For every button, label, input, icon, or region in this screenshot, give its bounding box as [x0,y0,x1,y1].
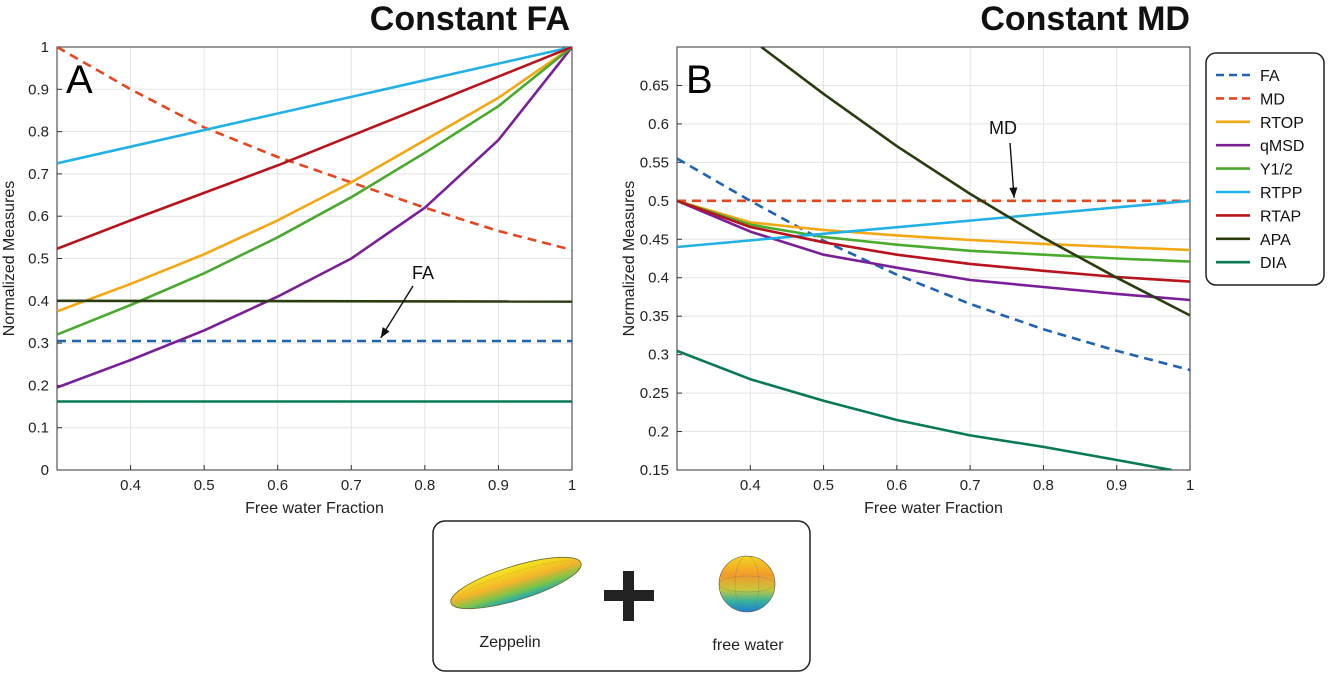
y-tick-label: 0.2 [648,424,669,441]
legend-label: RTOP [1260,115,1304,132]
y-tick-label: 0 [41,462,49,479]
legend-label: RTAP [1260,208,1301,225]
legend-item-apa: APA [1216,232,1291,249]
series-line-apa [57,299,572,303]
annotation: MD [989,118,1018,198]
series-line-rtpp [677,199,1190,249]
zeppelin-label: Zeppelin [479,634,540,651]
annotation-arrow-head [1009,187,1018,198]
x-tick-label: 0.6 [267,477,288,494]
series-line-fa [677,157,1190,372]
series-line-dia [677,349,1172,470]
series-line-rtpp [57,47,572,165]
y-tick-label: 0.4 [28,293,49,310]
series-line-rtap [677,199,1190,283]
x-axis-label: Free water Fraction [245,500,384,517]
chart-title: Constant FA [370,0,570,38]
y-tick-label: 0.5 [28,251,49,268]
y-tick-label: 0.25 [640,385,669,402]
y-tick-label: 0.8 [28,124,49,141]
x-tick-label: 1 [568,477,576,494]
x-tick-label: 0.4 [740,477,761,494]
chart-panel-b: 0.4 0.5 0.6 0.7 0.8 0.9 1 0.15 0.2 0.25 0.3 0.35 0.4… [621,0,1194,517]
series-line-rtap [57,47,572,251]
y-axis: 0.15 0.2 0.25 0.3 0.35 0.4 0.45 0.5 0.55 0.6 0.65 [640,77,1190,479]
y-tick-label: 1 [41,39,49,56]
legend-item-md: MD [1216,91,1285,108]
y-tick-label: 0.9 [28,81,49,98]
series-line-qmsd [57,47,572,389]
x-tick-label: 0.8 [1033,477,1054,494]
y-tick-label: 0.15 [640,462,669,479]
legend-label: RTPP [1260,185,1302,202]
legend-item-rtpp: RTPP [1216,185,1302,202]
annotation-text: MD [989,118,1017,138]
x-tick-label: 0.7 [960,477,981,494]
legend-item-dia: DIA [1216,255,1287,272]
y-tick-label: 0.55 [640,154,669,171]
panel-label: A [66,58,93,102]
x-tick-label: 0.4 [120,477,141,494]
inset-illustration: Zeppelin free water [432,520,811,672]
series-line-1-2 [677,199,1190,263]
y-tick-label: 0.5 [648,193,669,210]
y-axis-label: Normalized Measures [1,181,18,337]
axes-frame [676,46,1191,471]
y-tick-label: 0.65 [640,77,669,94]
legend-label: DIA [1260,255,1287,272]
x-tick-label: 0.5 [194,477,215,494]
y-tick-label: 0.4 [648,270,669,287]
x-axis: 0.4 0.5 0.6 0.7 0.8 0.9 1 [120,47,576,494]
chart-panel-a: 0.4 0.5 0.6 0.7 0.8 0.9 100.10.20.30.40.50.60.… [1,0,576,517]
legend-label: MD [1260,91,1285,108]
legend-item-fa: FA [1216,68,1280,85]
legend-item-1-2: Υ1/2 [1216,162,1293,179]
legend-item-rtap: RTAP [1216,208,1301,225]
legend-label: FA [1260,68,1280,85]
series-group [57,47,572,403]
legend-box [1205,52,1325,286]
panel-label: B [686,58,713,102]
x-tick-label: 0.9 [488,477,509,494]
annotation: FA [380,263,434,339]
legend-label: Υ1/2 [1260,162,1293,179]
y-tick-label: 0.6 [648,116,669,133]
series-line-rtop [677,199,1190,252]
y-tick-label: 0.2 [28,377,49,394]
legend-item-rtop: RTOP [1216,115,1304,132]
free-water-sphere [718,555,776,613]
series-group [677,47,1190,470]
y-axis-label: Normalized Measures [621,181,638,337]
legend-item-qmsd: qMSD [1216,138,1304,155]
annotation-text: FA [412,263,434,283]
y-tick-label: 0.45 [640,231,669,248]
free-water-label: free water [712,637,784,654]
x-tick-label: 0.6 [886,477,907,494]
axes-frame [56,46,573,471]
x-axis-label: Free water Fraction [864,500,1003,517]
y-tick-label: 0.35 [640,308,669,325]
x-tick-label: 1 [1186,477,1194,494]
series-line-rtop [57,47,572,313]
series-line-apa [760,47,1190,317]
x-tick-label: 0.7 [341,477,362,494]
x-tick-label: 0.5 [813,477,834,494]
zeppelin-shape [450,556,582,610]
series-line-qmsd [677,199,1190,302]
plus-icon [604,571,654,621]
y-tick-label: 0.3 [28,335,49,352]
legend: FA MD RTOP qMSD Υ1/2 RTPP RTAP APA DIA [1205,52,1325,286]
y-tick-label: 0.1 [28,420,49,437]
legend-label: qMSD [1260,138,1304,155]
x-tick-label: 0.9 [1106,477,1127,494]
chart-title: Constant MD [980,0,1190,38]
y-tick-label: 0.7 [28,166,49,183]
series-line-md [57,47,572,252]
x-tick-label: 0.8 [414,477,435,494]
legend-label: APA [1260,232,1291,249]
y-tick-label: 0.3 [648,347,669,364]
annotation-arrow-head [380,327,390,338]
y-tick-label: 0.6 [28,208,49,225]
